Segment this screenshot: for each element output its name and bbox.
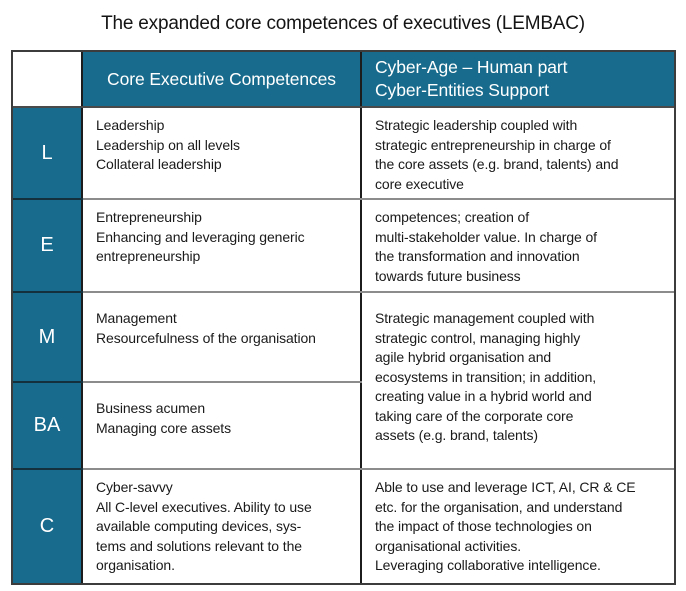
support-cell-l: Strategic leadership coupled with strate… <box>360 106 674 200</box>
table-row-e: E Entrepreneurship Enhancing and leverag… <box>13 198 674 293</box>
row-letter-ba: BA <box>13 381 83 470</box>
support-cell-e: competences; creation of multi-stakehold… <box>360 198 674 293</box>
support-cell-m-ba: Strategic management coupled with strate… <box>360 291 674 470</box>
corner-cell <box>13 52 83 108</box>
table-row-ba: BA Business acumen Managing core assets <box>13 381 674 470</box>
support-cell-c: Able to use and leverage ICT, AI, CR & C… <box>360 468 674 583</box>
row-letter-c: C <box>13 468 83 583</box>
row-letter-l: L <box>13 106 83 200</box>
competence-cell-c: Cyber-savvy All C-level executives. Abil… <box>81 468 362 583</box>
competences-table: Core Executive Competences Cyber-Age – H… <box>11 50 676 585</box>
table-row-m: M Management Resourcefulness of the orga… <box>13 291 674 470</box>
row-letter-e: E <box>13 198 83 293</box>
competence-cell-ba: Business acumen Managing core assets <box>81 381 362 470</box>
competence-cell-e: Entrepreneurship Enhancing and leveragin… <box>81 198 362 293</box>
header-core-competences: Core Executive Competences <box>81 52 362 108</box>
table-row-c: C Cyber-savvy All C-level executives. Ab… <box>13 468 674 583</box>
table-row-l: L Leadership Leadership on all levels Co… <box>13 106 674 200</box>
lembac-table: Core Executive Competences Cyber-Age – H… <box>13 52 674 583</box>
competence-cell-l: Leadership Leadership on all levels Coll… <box>81 106 362 200</box>
row-letter-m: M <box>13 291 83 383</box>
page-title: The expanded core competences of executi… <box>101 13 585 34</box>
header-row: Core Executive Competences Cyber-Age – H… <box>13 52 674 108</box>
header-cyber-age: Cyber-Age – Human part Cyber-Entities Su… <box>360 52 674 108</box>
competence-cell-m: Management Resourcefulness of the organi… <box>81 291 362 383</box>
